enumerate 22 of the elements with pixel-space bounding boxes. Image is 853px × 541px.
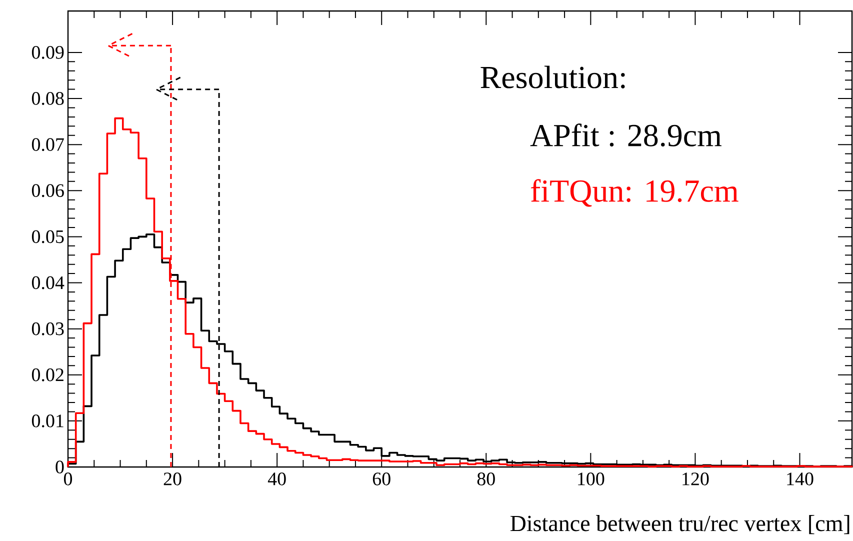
x-tick-label: 40 — [268, 472, 286, 486]
y-tick-label: 0.07 — [32, 138, 64, 152]
y-tick-label: 0.05 — [32, 230, 64, 244]
x-tick-label: 0 — [64, 472, 72, 486]
y-tick-label: 0.03 — [32, 322, 64, 336]
y-tick-label: 0.09 — [32, 46, 64, 59]
x-tick-label: 100 — [578, 472, 604, 486]
legend-title: Resolution: — [480, 66, 625, 88]
y-tick-label: 0.06 — [32, 184, 64, 198]
y-tick-label: 0 — [56, 460, 64, 474]
text: APfit : 28.9cm — [530, 124, 722, 147]
x-tick-label: 140 — [787, 472, 814, 486]
x-tick-label: 20 — [164, 472, 182, 486]
x-tick-label: 60 — [372, 472, 390, 486]
x-tick-label: 120 — [682, 472, 709, 486]
x-tick-label: 80 — [477, 472, 495, 486]
y-tick-label: 0.02 — [32, 368, 64, 382]
x-axis-title: Distance between tru/rec vertex [cm] — [510, 515, 850, 534]
text: fiTQun: 19.7cm — [530, 179, 738, 207]
y-tick-label: 0.04 — [32, 276, 64, 290]
y-tick-label: 0.01 — [32, 414, 64, 428]
y-tick-label: 0.08 — [32, 92, 64, 105]
